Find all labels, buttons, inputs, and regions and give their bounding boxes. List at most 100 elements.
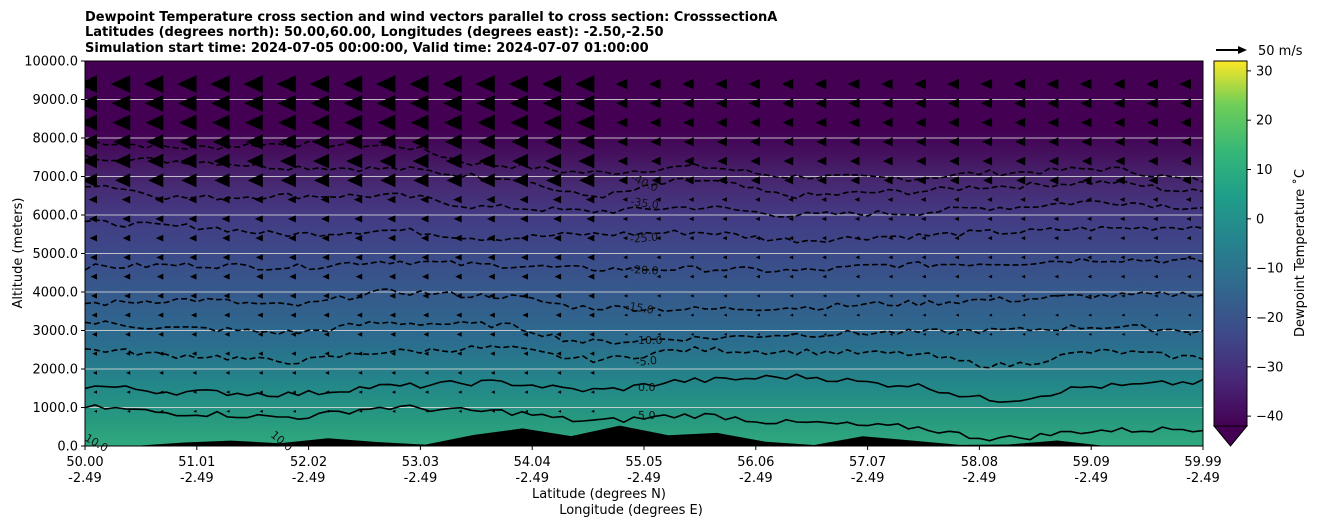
wind-vector-arrow bbox=[989, 333, 993, 336]
wind-vector-arrow bbox=[624, 333, 628, 336]
wind-vector-arrow bbox=[444, 134, 462, 150]
wind-vector-arrow bbox=[1181, 176, 1191, 185]
y-tick-label: 2000.0 bbox=[33, 363, 79, 378]
wind-vector-arrow bbox=[954, 236, 959, 241]
wind-vector-arrow bbox=[124, 293, 131, 299]
wind-vector-arrow bbox=[881, 78, 893, 90]
wind-vector-arrow bbox=[916, 176, 926, 185]
wind-vector-arrow bbox=[723, 333, 727, 336]
wind-vector-arrow bbox=[577, 134, 595, 150]
wind-vector-arrow bbox=[782, 117, 794, 128]
wind-vector-arrow bbox=[122, 234, 131, 242]
wind-vector-arrow bbox=[325, 371, 330, 375]
wind-vector-arrow bbox=[1054, 294, 1059, 298]
wind-vector-arrow bbox=[1113, 98, 1125, 109]
wind-vector-arrow bbox=[617, 156, 628, 166]
wind-vector-arrow bbox=[716, 117, 727, 128]
wind-vector-arrow bbox=[210, 75, 230, 93]
wind-vector-arrow bbox=[915, 117, 926, 128]
wind-vector-arrow bbox=[814, 78, 827, 90]
wind-vector-arrow bbox=[443, 95, 462, 112]
wind-vector-arrow bbox=[558, 409, 562, 413]
wind-vector-arrow bbox=[656, 236, 661, 241]
wind-vector-arrow bbox=[587, 273, 595, 280]
wind-vector-arrow bbox=[154, 195, 164, 204]
wind-vector-arrow bbox=[1180, 137, 1191, 147]
contour-label-0: 0.0 bbox=[638, 381, 656, 394]
wind-vector-arrow bbox=[790, 333, 794, 336]
wind-vector-arrow bbox=[291, 371, 296, 375]
wind-vector-arrow bbox=[389, 293, 396, 299]
wind-vector-arrow bbox=[157, 312, 164, 318]
wind-vector-arrow bbox=[715, 78, 727, 90]
wind-vector-arrow bbox=[512, 153, 528, 169]
wind-vector-arrow bbox=[689, 255, 694, 260]
y-axis: 0.0 1000.0 2000.0 3000.0 4000.0 5000.0 6000.0 7… bbox=[24, 55, 85, 455]
colorbar-tick-label: −20 bbox=[1256, 311, 1283, 326]
wind-vector-arrow bbox=[684, 156, 694, 166]
wind-vector-arrow bbox=[190, 293, 197, 299]
wind-vector-arrow bbox=[85, 153, 97, 169]
wind-vector-arrow bbox=[1087, 294, 1092, 298]
wind-vector-arrow bbox=[455, 293, 462, 299]
wind-vector-arrow bbox=[311, 114, 330, 131]
wind-vector-arrow bbox=[579, 173, 595, 188]
wind-vector-arrow bbox=[690, 313, 694, 317]
wind-vector-arrow bbox=[855, 274, 860, 279]
chart-title-line-1: Dewpoint Temperature cross section and w… bbox=[85, 10, 777, 25]
wind-vector-arrow bbox=[277, 95, 296, 112]
x-tick-label-lon: -2.49 bbox=[963, 471, 997, 486]
wind-vector-arrow bbox=[313, 173, 330, 188]
wind-vector-arrow bbox=[682, 78, 694, 90]
wind-vector-arrow bbox=[489, 312, 495, 318]
wind-vector-arrow bbox=[1015, 156, 1026, 166]
wind-vector-arrow bbox=[889, 333, 893, 336]
wind-vector-arrow bbox=[279, 134, 296, 150]
wind-vector-arrow bbox=[357, 332, 363, 337]
wind-vector-arrow bbox=[243, 75, 263, 93]
wind-vector-arrow bbox=[588, 312, 595, 318]
wind-vector-arrow bbox=[1180, 117, 1191, 128]
wind-vector-arrow bbox=[347, 173, 363, 188]
wind-vector-arrow bbox=[123, 273, 131, 280]
wind-vector-arrow bbox=[85, 114, 97, 131]
wind-vector-arrow bbox=[254, 215, 263, 223]
wind-vector-arrow bbox=[717, 156, 727, 166]
wind-vector-arrow bbox=[388, 254, 396, 261]
x-tick-label-lat: 57.07 bbox=[849, 455, 886, 470]
wind-vector-arrow bbox=[226, 409, 230, 413]
wind-vector-arrow bbox=[922, 313, 926, 317]
wind-vector-arrow bbox=[947, 78, 959, 90]
y-axis-label: Altitude (meters) bbox=[11, 198, 26, 309]
wind-vector-arrow bbox=[479, 173, 495, 188]
plot-area bbox=[85, 61, 1203, 446]
wind-vector-arrow bbox=[191, 332, 197, 337]
wind-vector-arrow bbox=[949, 156, 959, 166]
wind-vector-arrow bbox=[259, 390, 263, 394]
wind-vector-arrow bbox=[1121, 294, 1125, 298]
wind-vector-arrow bbox=[1087, 255, 1092, 260]
x-tick-label-lon: -2.49 bbox=[1186, 471, 1220, 486]
grid-lines bbox=[85, 99, 1203, 408]
wind-vector-arrow bbox=[622, 216, 628, 221]
wind-vector-arrow bbox=[915, 137, 926, 147]
wind-vector-arrow bbox=[159, 390, 164, 394]
wind-vector-arrow bbox=[1154, 333, 1158, 336]
wind-vector-arrow bbox=[981, 117, 993, 128]
wind-vector-arrow bbox=[557, 390, 562, 394]
wind-vector-arrow bbox=[848, 117, 860, 128]
wind-vector-arrow bbox=[291, 351, 296, 356]
wind-vector-arrow bbox=[821, 197, 827, 202]
wind-vector-arrow bbox=[189, 254, 197, 261]
wind-vector-arrow bbox=[454, 254, 462, 261]
wind-vector-arrow bbox=[585, 195, 595, 204]
wind-vector-arrow bbox=[690, 294, 694, 298]
wind-vector-arrow bbox=[554, 254, 562, 261]
wind-vector-arrow bbox=[1186, 216, 1191, 221]
wind-vector-arrow bbox=[290, 312, 296, 318]
x-tick-label-lon: -2.49 bbox=[292, 471, 326, 486]
wind-vector-arrow bbox=[684, 176, 694, 185]
wind-vector-arrow bbox=[578, 153, 595, 169]
wind-vector-arrow bbox=[688, 197, 694, 202]
